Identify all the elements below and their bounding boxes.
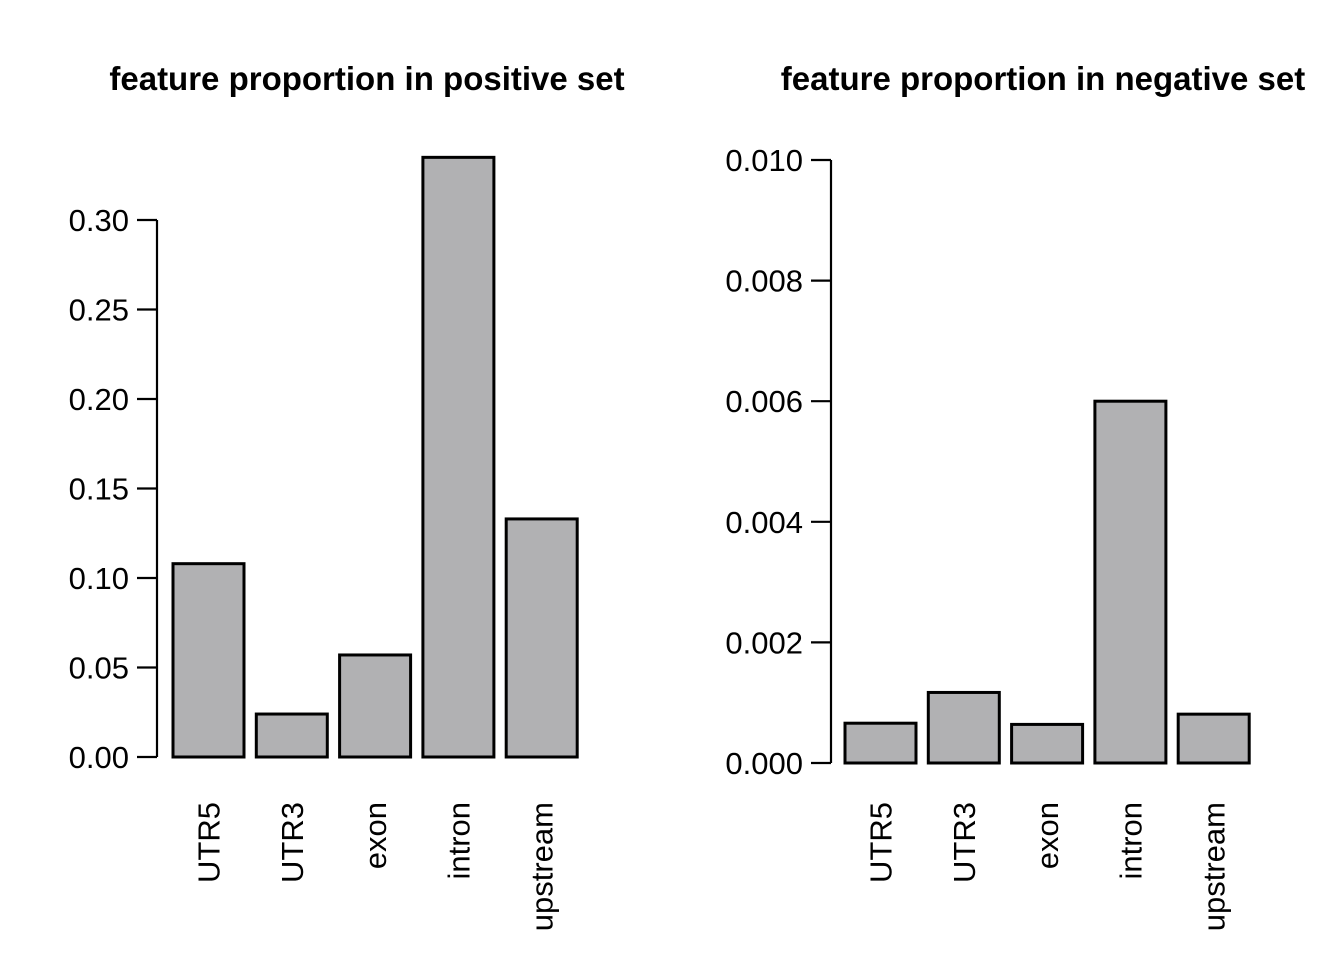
bar-utr3 [926,690,1001,765]
bar-utr5 [171,562,246,759]
y-axis-tick-label: 0.10 [69,561,129,596]
y-axis-tick-label: 0.010 [725,143,803,178]
bar-upstream [1176,712,1251,765]
x-axis-label-intron: intron [1113,802,1148,880]
chart-title: feature proportion in negative set [781,60,1305,97]
x-axis-label-intron: intron [441,802,476,880]
x-axis-label-upstream: upstream [1197,802,1232,931]
y-axis-tick-label: 0.25 [69,293,129,328]
x-axis-label-exon: exon [1030,802,1065,869]
y-axis-tick-label: 0.002 [725,625,803,660]
x-axis-label-utr5: UTR5 [864,802,899,883]
y-axis-tick-label: 0.006 [725,384,803,419]
bar-exon [338,653,413,759]
bar-utr3 [254,712,329,759]
x-axis-label-exon: exon [358,802,393,869]
x-axis-label-utr3: UTR3 [947,802,982,883]
bar-intron [1093,399,1168,765]
y-axis-tick-label: 0.00 [69,740,129,775]
bar-intron [421,155,496,759]
bar-upstream [504,517,579,759]
y-axis-tick-label: 0.15 [69,472,129,507]
chart-panel-negative: 0.000 0.002 0.004 0.006 0.008 0.010 UTR5 UTR3 ex… [672,0,1344,960]
y-axis-tick-label: 0.000 [725,746,803,781]
bar-utr5 [843,721,918,765]
y-axis-tick-label: 0.004 [725,505,803,540]
bar-chart-negative: 0.000 0.002 0.004 0.006 0.008 0.010 UTR5 UTR3 ex… [725,60,1305,931]
bar-exon [1010,722,1085,765]
y-axis-tick-label: 0.05 [69,651,129,686]
x-axis-label-utr3: UTR3 [275,802,310,883]
chart-title: feature proportion in positive set [109,60,624,97]
chart-panel-positive: 0.00 0.05 0.10 0.15 0.20 0.25 0.30 UTR5 UTR3 exon… [69,60,625,931]
y-axis-tick-label: 0.30 [69,203,129,238]
x-axis-label-utr5: UTR5 [192,802,227,883]
x-axis-label-upstream: upstream [525,802,560,931]
y-axis-tick-label: 0.20 [69,382,129,417]
y-axis-tick-label: 0.008 [725,264,803,299]
bar-chart-positive: 0.00 0.05 0.10 0.15 0.20 0.25 0.30 UTR5 UTR3 exon… [69,60,625,931]
